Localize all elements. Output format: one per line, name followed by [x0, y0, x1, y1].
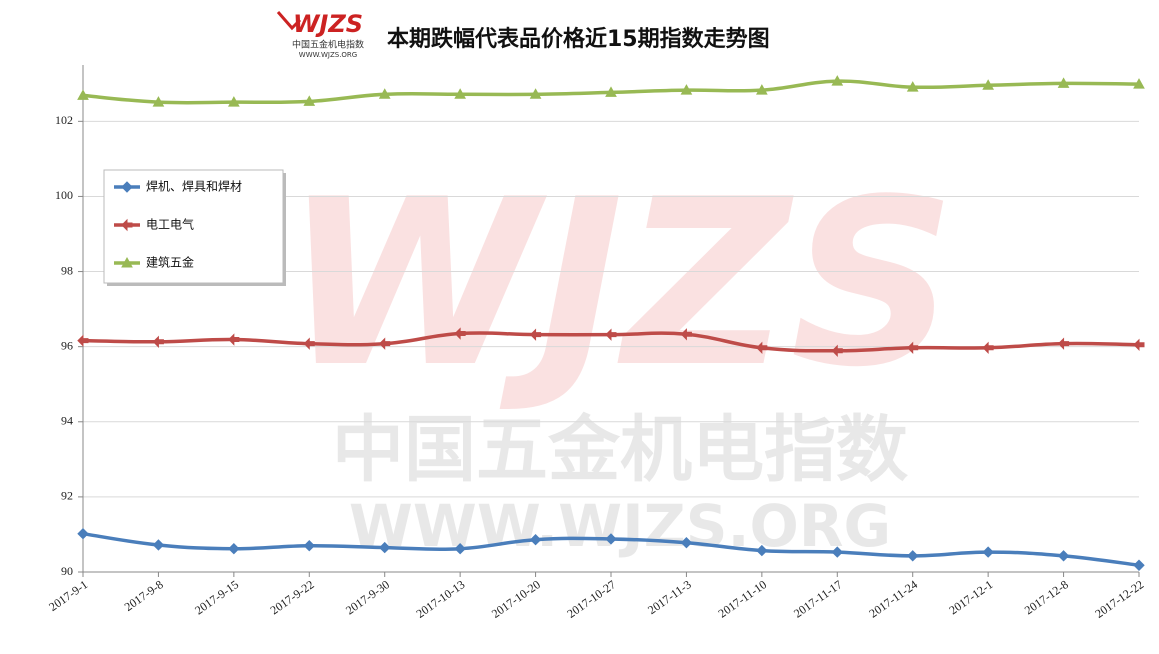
marker: [907, 341, 919, 355]
x-tick-label: 2017-9-15: [192, 577, 241, 617]
marker: [152, 539, 165, 551]
marker: [379, 541, 391, 554]
marker: [906, 81, 919, 92]
marker: [529, 533, 542, 546]
x-tick-label: 2017-12-8: [1022, 577, 1071, 617]
x-tick-label: 2017-10-27: [564, 577, 618, 621]
legend-marker: [121, 256, 133, 268]
marker: [756, 84, 768, 95]
marker: [77, 527, 89, 540]
x-tick-label: 2017-9-1: [46, 577, 90, 614]
marker: [454, 88, 466, 99]
logo-arrow: [276, 11, 302, 31]
marker: [1133, 78, 1145, 89]
marker: [982, 341, 994, 355]
legend-marker: [121, 218, 133, 232]
marker: [529, 328, 542, 341]
marker: [228, 543, 240, 555]
marker: [77, 334, 89, 347]
marker: [529, 88, 542, 99]
marker: [1133, 338, 1145, 351]
marker: [831, 344, 843, 358]
y-tick-label: 100: [55, 188, 73, 202]
y-tick-label: 94: [61, 414, 73, 428]
x-tick-label: 2017-10-20: [489, 577, 543, 621]
marker: [1133, 559, 1145, 571]
marker: [907, 550, 919, 562]
marker: [303, 95, 316, 106]
logo: WJZS 中国五金机电指数 WWW.WJZS.ORG: [276, 10, 364, 59]
watermark-logo: WJZS: [284, 151, 956, 418]
marker: [303, 540, 315, 552]
marker: [982, 79, 994, 90]
marker: [228, 333, 240, 346]
marker: [379, 337, 391, 350]
marker: [1057, 77, 1070, 88]
y-tick-label: 90: [61, 564, 73, 578]
legend-marker: [121, 181, 133, 193]
x-tick-label: 2017-12-1: [946, 577, 995, 617]
watermark: WJZS 中国五金机电指数 WWW.WJZS.ORG: [284, 151, 956, 560]
x-tick-label: 2017-10-13: [414, 577, 468, 621]
legend-label: 焊机、焊具和焊材: [146, 179, 242, 194]
marker: [228, 96, 240, 107]
legend-label: 电工电气: [146, 217, 194, 232]
x-tick-label: 2017-11-3: [645, 577, 694, 617]
watermark-text: 中国五金机电指数: [332, 408, 908, 492]
chart-title: 本期跌幅代表品价格近15期指数走势图: [387, 26, 770, 52]
marker: [454, 543, 466, 555]
marker: [680, 328, 692, 341]
x-tick-label: 2017-11-24: [866, 577, 920, 620]
marker: [303, 337, 315, 350]
x-tick-label: 2017-12-22: [1092, 577, 1146, 621]
logo-subtitle: 中国五金机电指数: [292, 39, 364, 51]
x-tick-label: 2017-9-30: [343, 577, 392, 617]
marker: [605, 533, 617, 545]
marker: [982, 546, 994, 558]
logo-text: WJZS: [293, 10, 363, 38]
marker: [1057, 337, 1070, 350]
y-tick-label: 92: [61, 489, 73, 503]
marker: [831, 546, 843, 558]
x-tick-label: 2017-9-22: [268, 577, 317, 617]
marker: [378, 88, 391, 99]
marker: [680, 536, 693, 549]
marker: [756, 341, 768, 355]
marker: [454, 327, 466, 340]
legend-label: 建筑五金: [146, 255, 194, 270]
marker: [831, 75, 844, 86]
logo-url: WWW.WJZS.ORG: [299, 51, 357, 59]
marker: [680, 84, 693, 95]
x-tick-label: 2017-11-10: [716, 577, 770, 620]
x-tick-label: 2017-9-8: [122, 577, 166, 614]
y-tick-label: 96: [61, 338, 73, 352]
marker: [77, 89, 89, 100]
y-tick-label: 98: [61, 263, 73, 277]
marker: [1057, 550, 1070, 562]
marker: [605, 328, 617, 341]
marker: [605, 86, 617, 97]
x-tick-label: 2017-11-17: [791, 577, 845, 620]
marker: [756, 544, 768, 557]
y-tick-label: 102: [55, 113, 73, 127]
marker: [152, 335, 164, 348]
marker: [152, 96, 165, 107]
